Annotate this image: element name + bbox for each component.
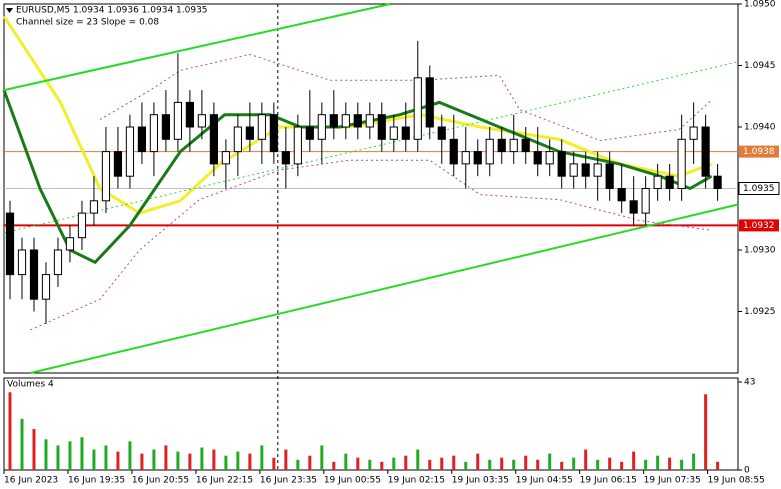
candle-body xyxy=(101,151,111,202)
candle-body xyxy=(149,114,159,153)
candle-body xyxy=(233,126,242,153)
candle-body xyxy=(257,114,266,140)
candle-body xyxy=(581,163,590,177)
x-tick-label: 19 Jun 02:15 xyxy=(388,476,445,486)
candle-body xyxy=(389,126,398,140)
volume-title: Volumes 4 xyxy=(7,380,54,390)
y-tick-label: 1.0930 xyxy=(744,246,776,256)
candle-body xyxy=(425,77,434,128)
volume-tick-label: 43 xyxy=(744,378,755,388)
candle-body xyxy=(533,151,542,165)
candle-body xyxy=(377,114,386,140)
candle-body xyxy=(461,151,470,165)
x-tick-label: 19 Jun 06:15 xyxy=(580,476,637,486)
y-tick-label: 1.0945 xyxy=(744,61,776,71)
indicator-line xyxy=(3,61,739,234)
candle-body xyxy=(545,151,554,165)
volume-tick-label: 0 xyxy=(744,466,750,476)
x-tick-label: 19 Jun 03:35 xyxy=(452,476,509,486)
candle-body xyxy=(305,126,314,140)
chart-title: EURUSD,M5 1.0934 1.0936 1.0934 1.0935 xyxy=(16,6,208,16)
indicator-line xyxy=(30,203,739,374)
candle-body xyxy=(293,126,302,165)
x-tick-label: 16 Jun 22:15 xyxy=(196,476,253,486)
candle-body xyxy=(593,163,602,177)
candle-body xyxy=(701,126,710,177)
candle-body xyxy=(557,151,566,177)
candle-body xyxy=(77,212,87,239)
candle-body xyxy=(473,151,482,165)
candle-body xyxy=(521,138,530,153)
candle-body xyxy=(269,114,278,153)
candle-body xyxy=(341,114,350,128)
candle-body xyxy=(53,249,63,276)
candle-body xyxy=(329,114,338,128)
candle-body xyxy=(653,175,662,189)
candle-body xyxy=(509,138,518,153)
candle-body xyxy=(689,126,698,140)
candle-body xyxy=(185,101,194,128)
x-tick-label: 16 Jun 2023 xyxy=(4,476,58,486)
volume-frame xyxy=(3,377,739,471)
candle-body xyxy=(485,138,494,165)
candle-body xyxy=(497,138,506,153)
candle-body xyxy=(401,126,410,140)
candle-body xyxy=(569,163,578,177)
candle-body xyxy=(605,163,614,189)
candle-body xyxy=(89,200,99,214)
candle-body xyxy=(125,126,135,177)
candle-body xyxy=(437,126,446,140)
level-label: 1.0938 xyxy=(743,147,775,157)
y-tick-label: 1.0950 xyxy=(744,0,776,10)
candle-body xyxy=(41,274,51,300)
candle-body xyxy=(137,126,147,153)
x-tick-label: 19 Jun 04:55 xyxy=(516,476,573,486)
candle-body xyxy=(629,200,638,214)
candle-body xyxy=(65,237,75,251)
candle-body xyxy=(365,114,374,128)
y-tick-label: 1.0925 xyxy=(744,307,776,317)
indicator-line xyxy=(99,53,712,142)
x-tick-label: 16 Jun 23:35 xyxy=(260,476,317,486)
level-label-box xyxy=(739,145,779,158)
candle-body xyxy=(353,114,362,128)
candle-body xyxy=(617,188,626,202)
level-label-box xyxy=(739,219,779,232)
y-tick-label: 1.0940 xyxy=(744,123,776,133)
indicator-line xyxy=(3,3,391,92)
symbol-icon xyxy=(6,8,13,13)
candle-body xyxy=(161,114,171,140)
candle-body xyxy=(713,175,722,189)
candle-body xyxy=(17,249,27,276)
candle-body xyxy=(173,101,183,140)
x-tick-label: 19 Jun 07:35 xyxy=(644,476,701,486)
x-tick-label: 16 Jun 20:55 xyxy=(132,476,189,486)
candle-body xyxy=(221,151,230,165)
candle-body xyxy=(317,114,326,140)
candle-body xyxy=(245,126,254,140)
candle-body xyxy=(449,138,458,165)
candle-body xyxy=(5,212,15,276)
candle-body xyxy=(113,151,123,177)
candle-body xyxy=(29,249,39,300)
x-tick-label: 19 Jun 08:55 xyxy=(708,476,765,486)
last-price-box xyxy=(738,182,780,195)
candle-body xyxy=(413,77,422,140)
candle-body xyxy=(281,151,290,165)
candle-body xyxy=(197,114,206,128)
last-price-label: 1.0935 xyxy=(743,184,775,194)
level-label: 1.0932 xyxy=(743,221,775,231)
candle-body xyxy=(209,114,218,165)
candle-body xyxy=(665,175,674,189)
indicator-line xyxy=(30,159,712,331)
x-tick-label: 19 Jun 00:55 xyxy=(324,476,381,486)
candle-body xyxy=(677,138,686,190)
candle-body xyxy=(641,188,650,214)
chart-subtitle: Channel size = 23 Slope = 0.08 xyxy=(16,18,159,28)
x-tick-label: 16 Jun 19:35 xyxy=(68,476,125,486)
